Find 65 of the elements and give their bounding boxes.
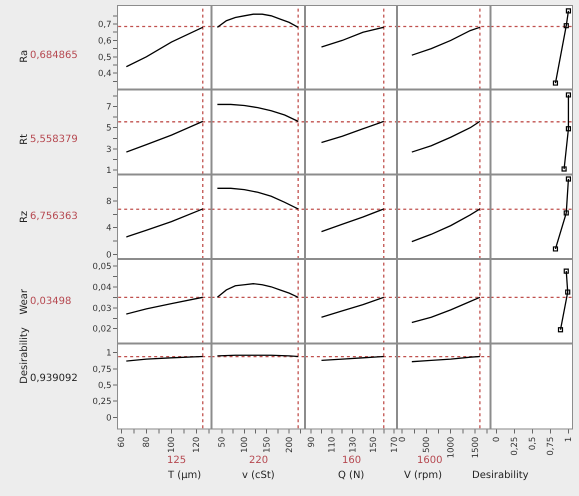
y-axis-title: Wear — [19, 288, 30, 315]
text: 160 — [342, 455, 362, 466]
line-series — [126, 208, 204, 238]
y-tick-label: 0,7 — [98, 20, 112, 30]
y-tick-label: 5 — [106, 124, 112, 134]
y-tick-label: 8 — [106, 196, 112, 207]
x-tick-label: 50 — [218, 436, 228, 448]
y-tick-label: 0,6 — [98, 36, 112, 46]
x-tick-label: 80 — [142, 436, 152, 448]
x-tick-label: 150 — [369, 436, 380, 453]
x-tick-label: 0,25 — [510, 436, 520, 456]
x-tick-label: 500 — [422, 436, 432, 453]
x-axis-title: v (cSt) — [242, 470, 275, 481]
text: 0,03498 — [30, 296, 72, 307]
text: 6,756363 — [30, 211, 78, 222]
x-tick-label: 150 — [262, 436, 272, 453]
x-tick-label: 200 — [284, 436, 295, 453]
y-tick-label: 3 — [106, 144, 112, 155]
y-tick-label: 0,75 — [92, 364, 112, 375]
x-tick-label: 1000 — [446, 436, 456, 458]
x-axis-title: Desirability — [472, 470, 529, 481]
x-axis-title: Q (N) — [338, 470, 364, 481]
x-tick-label: 60 — [117, 436, 128, 448]
y-tick-label: 0 — [106, 413, 112, 424]
text: 5,558379 — [30, 134, 78, 145]
y-tick-label: 0 — [106, 250, 112, 260]
line-series — [126, 120, 204, 153]
x-tick-label: 100 — [167, 436, 178, 453]
y-axis-title: Desirability — [18, 327, 30, 384]
x-axis-title: T (µm) — [167, 470, 202, 481]
y-tick-label: 0,5 — [98, 380, 112, 391]
y-tick-label: 1 — [106, 348, 112, 359]
y-tick-label: 0,04 — [92, 282, 112, 293]
text: 1600 — [417, 455, 442, 466]
y-axis-title: Rt — [18, 134, 30, 145]
x-tick-label: 90 — [306, 436, 317, 448]
x-tick-label: 0 — [398, 436, 408, 442]
x-axis-title: V (rpm) — [404, 470, 442, 481]
x-tick-label: 130 — [348, 436, 358, 453]
line-series — [126, 296, 204, 315]
y-tick-label: 0,05 — [92, 262, 112, 272]
x-tick-label: 100 — [240, 436, 250, 453]
line-series — [126, 26, 204, 68]
text: 0,939092 — [30, 373, 78, 384]
x-tick-label: 1500 — [470, 436, 481, 458]
text: 0,684865 — [30, 50, 78, 61]
x-tick-label: 0 — [492, 436, 502, 442]
x-tick-label: 0,75 — [546, 436, 556, 456]
x-tick-label: 170 — [390, 436, 400, 453]
x-tick-label: 110 — [328, 436, 338, 453]
y-tick-label: 0,25 — [92, 397, 112, 408]
y-tick-label: 4 — [106, 224, 112, 234]
y-axis-title: Rz — [18, 210, 30, 224]
y-tick-label: 0,02 — [92, 324, 112, 335]
x-tick-label: 1 — [564, 436, 574, 442]
y-tick-label: 0,5 — [98, 52, 112, 63]
y-tick-label: 1 — [106, 166, 112, 176]
y-axis-title: Ra — [19, 50, 30, 63]
y-tick-label: 0,03 — [92, 304, 112, 314]
text: 220 — [249, 455, 268, 466]
x-tick-label: 120 — [192, 436, 202, 453]
y-tick-label: 0,4 — [98, 69, 112, 80]
x-tick-label: 0,5 — [528, 436, 538, 450]
text: 125 — [167, 455, 186, 466]
y-tick-label: 7 — [106, 102, 112, 113]
